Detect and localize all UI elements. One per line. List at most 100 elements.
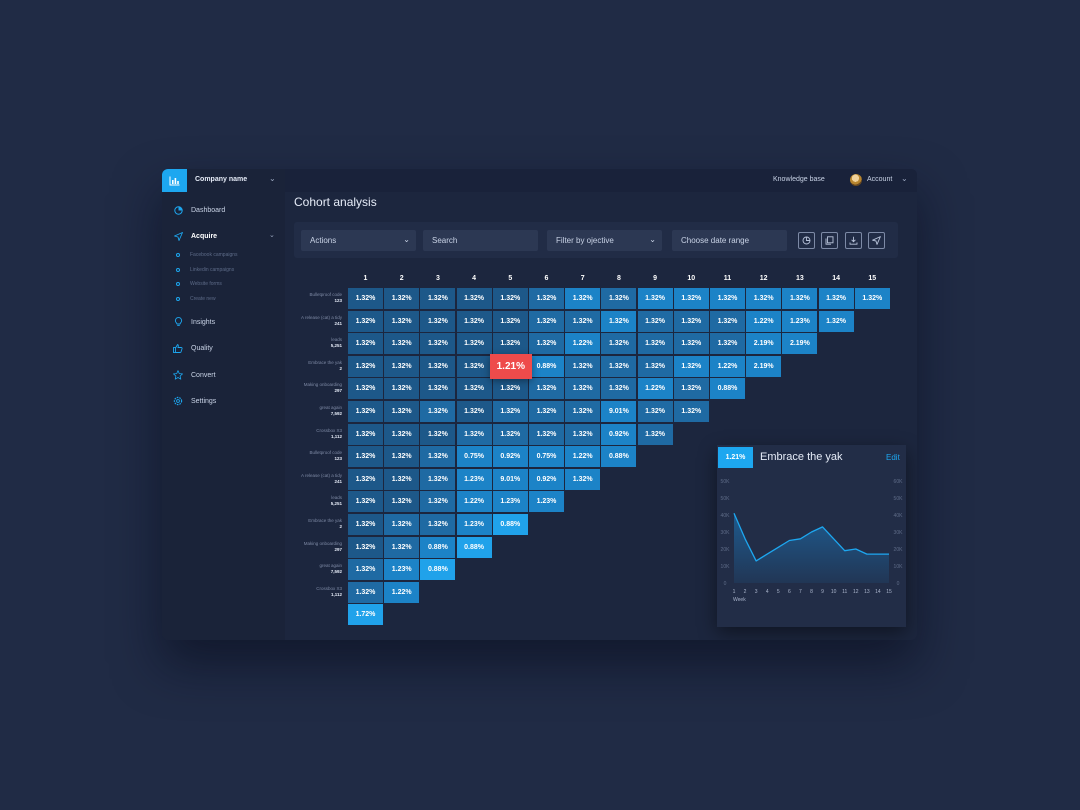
cohort-cell[interactable]: 1.32% xyxy=(565,310,601,332)
cohort-cell[interactable]: 1.32% xyxy=(492,310,528,332)
cohort-cell[interactable]: 1.32% xyxy=(420,288,456,309)
cohort-cell[interactable]: 1.32% xyxy=(348,288,383,309)
download-button[interactable] xyxy=(845,232,862,249)
cohort-cell[interactable]: 1.32% xyxy=(348,423,383,445)
sidebar-item-convert[interactable]: Convert xyxy=(173,368,216,382)
cohort-cell[interactable]: 1.32% xyxy=(348,310,383,332)
cohort-cell[interactable]: 0.88% xyxy=(456,536,492,558)
cohort-cell[interactable]: 1.32% xyxy=(529,310,564,332)
cohort-cell[interactable]: 1.32% xyxy=(492,288,528,309)
cohort-cell[interactable]: 1.23% xyxy=(782,310,818,332)
cohort-cell[interactable]: 1.32% xyxy=(492,378,528,400)
cohort-cell[interactable]: 0.88% xyxy=(710,378,745,400)
cohort-cell[interactable]: 1.22% xyxy=(565,446,601,468)
chevron-down-icon[interactable]: ⌄ xyxy=(269,232,275,239)
cohort-cell[interactable]: 1.72% xyxy=(348,604,383,626)
cohort-cell[interactable]: 1.32% xyxy=(565,401,601,422)
search-input[interactable] xyxy=(423,230,538,251)
chart-view-button[interactable] xyxy=(798,232,815,249)
cohort-cell[interactable]: 1.32% xyxy=(456,310,492,332)
cohort-cell[interactable]: 1.32% xyxy=(710,288,745,309)
cohort-cell[interactable]: 1.32% xyxy=(384,310,420,332)
cohort-cell[interactable]: 1.32% xyxy=(710,310,745,332)
cohort-cell[interactable]: 1.32% xyxy=(492,423,528,445)
sidebar-item-insights[interactable]: Insights xyxy=(173,315,215,329)
cohort-cell[interactable]: 1.32% xyxy=(348,536,383,558)
chevron-down-icon[interactable]: ⌄ xyxy=(269,174,276,183)
cohort-cell[interactable]: 1.32% xyxy=(601,310,637,332)
cohort-cell[interactable]: 1.32% xyxy=(420,423,456,445)
cohort-cell[interactable]: 1.32% xyxy=(384,288,420,309)
cohort-cell[interactable]: 1.32% xyxy=(565,423,601,445)
cohort-cell[interactable]: 1.32% xyxy=(529,288,564,309)
cohort-cell[interactable]: 1.32% xyxy=(673,333,709,355)
cohort-cell[interactable]: 1.32% xyxy=(673,288,709,309)
cohort-cell[interactable]: 1.32% xyxy=(637,401,673,422)
cohort-cell[interactable]: 2.19% xyxy=(746,333,782,355)
cohort-cell[interactable]: 1.32% xyxy=(420,446,456,468)
cohort-cell[interactable]: 2.19% xyxy=(782,333,818,355)
cohort-cell[interactable]: 1.32% xyxy=(565,378,601,400)
cohort-cell[interactable]: 1.32% xyxy=(348,355,383,377)
sidebar-item-dashboard[interactable]: Dashboard xyxy=(173,203,225,217)
cohort-cell[interactable]: 1.22% xyxy=(384,581,420,603)
cohort-cell[interactable]: 0.75% xyxy=(529,446,564,468)
sidebar-item-settings[interactable]: Settings xyxy=(173,394,216,408)
cohort-cell[interactable]: 1.32% xyxy=(601,355,637,377)
cohort-cell[interactable]: 1.32% xyxy=(565,355,601,377)
cohort-cell[interactable]: 1.32% xyxy=(384,378,420,400)
cohort-cell[interactable]: 1.32% xyxy=(854,288,890,309)
cohort-cell[interactable]: 1.32% xyxy=(601,333,637,355)
subitem-linkedin-campaigns[interactable]: Linkedin campaigns xyxy=(176,265,234,275)
cohort-cell[interactable]: 1.32% xyxy=(384,355,420,377)
cohort-cell[interactable]: 1.32% xyxy=(673,310,709,332)
cohort-cell[interactable]: 1.32% xyxy=(420,333,456,355)
cohort-cell[interactable]: 1.32% xyxy=(529,333,564,355)
sidebar-item-acquire[interactable]: Acquire xyxy=(173,229,217,243)
cohort-cell[interactable]: 1.32% xyxy=(420,378,456,400)
cohort-cell[interactable]: 1.23% xyxy=(529,491,564,513)
cohort-cell[interactable]: 1.32% xyxy=(529,378,564,400)
cohort-cell[interactable]: 1.32% xyxy=(492,333,528,355)
copy-button[interactable] xyxy=(821,232,838,249)
cohort-cell[interactable]: 0.92% xyxy=(529,468,564,490)
cohort-cell[interactable]: 1.32% xyxy=(673,378,709,400)
cohort-cell[interactable]: 0.88% xyxy=(601,446,637,468)
cohort-cell[interactable]: 0.88% xyxy=(529,355,564,377)
cohort-cell[interactable]: 1.23% xyxy=(492,491,528,513)
cohort-cell[interactable]: 1.22% xyxy=(456,491,492,513)
subitem-create-new[interactable]: Create new xyxy=(176,294,216,304)
cohort-cell[interactable]: 1.32% xyxy=(637,310,673,332)
logo[interactable] xyxy=(162,169,187,192)
cohort-cell[interactable]: 1.32% xyxy=(456,355,492,377)
chevron-down-icon[interactable]: ⌄ xyxy=(901,174,908,183)
cohort-cell[interactable]: 1.32% xyxy=(420,468,456,490)
cohort-cell[interactable]: 1.32% xyxy=(420,355,456,377)
cohort-cell[interactable]: 1.32% xyxy=(384,491,420,513)
sidebar-item-quality[interactable]: Quality xyxy=(173,341,213,355)
date-range-picker[interactable]: Choose date range xyxy=(672,230,787,251)
cohort-cell[interactable]: 1.32% xyxy=(456,401,492,422)
subitem-facebook-campaigns[interactable]: Facebook campaigns xyxy=(176,250,238,260)
knowledge-base-link[interactable]: Knowledge base xyxy=(773,176,825,183)
cohort-cell-selected[interactable]: 1.21% xyxy=(489,353,532,379)
cohort-cell[interactable]: 1.32% xyxy=(637,288,673,309)
cohort-cell[interactable]: 1.32% xyxy=(420,401,456,422)
cohort-cell[interactable]: 1.22% xyxy=(565,333,601,355)
cohort-cell[interactable]: 0.88% xyxy=(492,514,528,535)
cohort-cell[interactable]: 1.32% xyxy=(384,446,420,468)
cohort-cell[interactable]: 1.32% xyxy=(492,401,528,422)
cohort-cell[interactable]: 1.32% xyxy=(348,581,383,603)
cohort-cell[interactable]: 0.88% xyxy=(420,559,456,581)
cohort-cell[interactable]: 1.32% xyxy=(637,333,673,355)
cohort-cell[interactable]: 1.32% xyxy=(348,491,383,513)
cohort-cell[interactable]: 1.32% xyxy=(420,310,456,332)
cohort-cell[interactable]: 1.32% xyxy=(384,401,420,422)
account-menu[interactable]: Account xyxy=(867,176,893,183)
cohort-cell[interactable]: 1.32% xyxy=(384,536,420,558)
cohort-cell[interactable]: 1.32% xyxy=(529,423,564,445)
cohort-cell[interactable]: 1.32% xyxy=(456,333,492,355)
cohort-cell[interactable]: 1.32% xyxy=(348,401,383,422)
subitem-website-forms[interactable]: Website forms xyxy=(176,279,222,289)
cohort-cell[interactable]: 1.32% xyxy=(348,333,383,355)
